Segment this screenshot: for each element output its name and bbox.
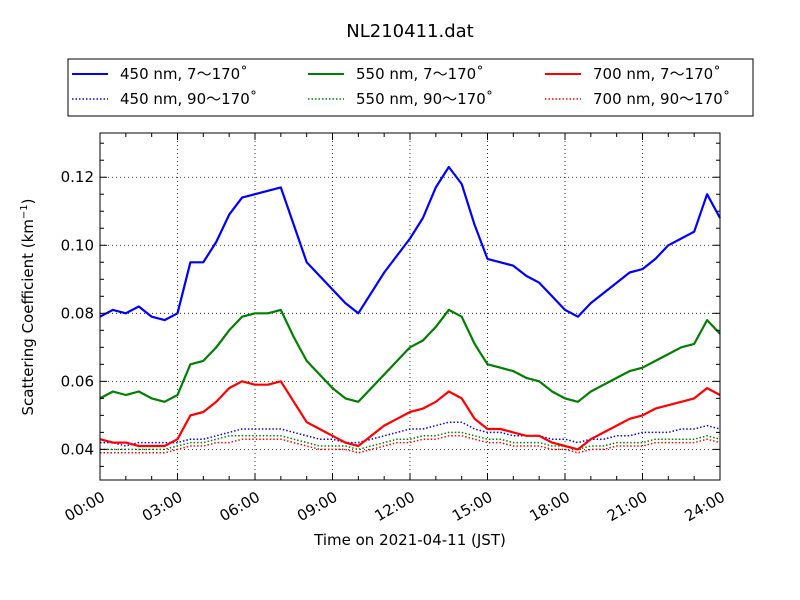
series-line-2 [99,380,721,451]
chart-title: NL210411.dat [346,21,473,42]
y-tick-label: 0.08 [61,304,94,322]
x-axis-label: Time on 2021-04-11 (JST) [313,531,506,549]
legend-label: 700 nm, 90～170˚ [593,90,730,108]
x-tick-label: 24:00 [682,488,728,525]
legend-label: 700 nm, 7～170˚ [593,65,721,83]
y-tick-label: 0.06 [61,372,94,390]
y-tick-label: 0.12 [61,168,94,186]
legend-label: 550 nm, 90～170˚ [356,90,493,108]
y-tick-label: 0.04 [61,440,94,458]
series-line-4 [100,431,721,451]
legend: 450 nm, 7～170˚ 550 nm, 7～170˚ 700 nm, 7～17… [72,65,730,108]
x-tick-label: 00:00 [62,488,108,525]
x-tick-label: 18:00 [527,488,573,525]
x-tick-label: 03:00 [139,488,185,525]
grid [100,133,720,480]
series-line-1 [99,308,721,403]
series-line-5 [100,435,721,454]
legend-label: 450 nm, 7～170˚ [120,65,248,83]
legend-label: 450 nm, 90～170˚ [120,90,257,108]
series-line-0 [99,165,721,322]
x-tick-label: 15:00 [449,488,495,525]
legend-label: 550 nm, 7～170˚ [356,65,484,83]
axis-ticks: 00:00 03:00 06:00 09:00 12:00 15:00 18:00 21:00… [61,133,728,525]
x-tick-label: 21:00 [604,488,650,525]
x-tick-label: 06:00 [217,488,263,525]
x-tick-label: 12:00 [372,488,418,525]
y-axis-label: Scattering Coefficient (km−1) [19,198,37,415]
series-line-3 [100,421,721,447]
y-tick-label: 0.10 [61,236,94,254]
legend-box [67,58,754,117]
x-tick-label: 09:00 [294,488,340,525]
series-layer [99,165,721,454]
